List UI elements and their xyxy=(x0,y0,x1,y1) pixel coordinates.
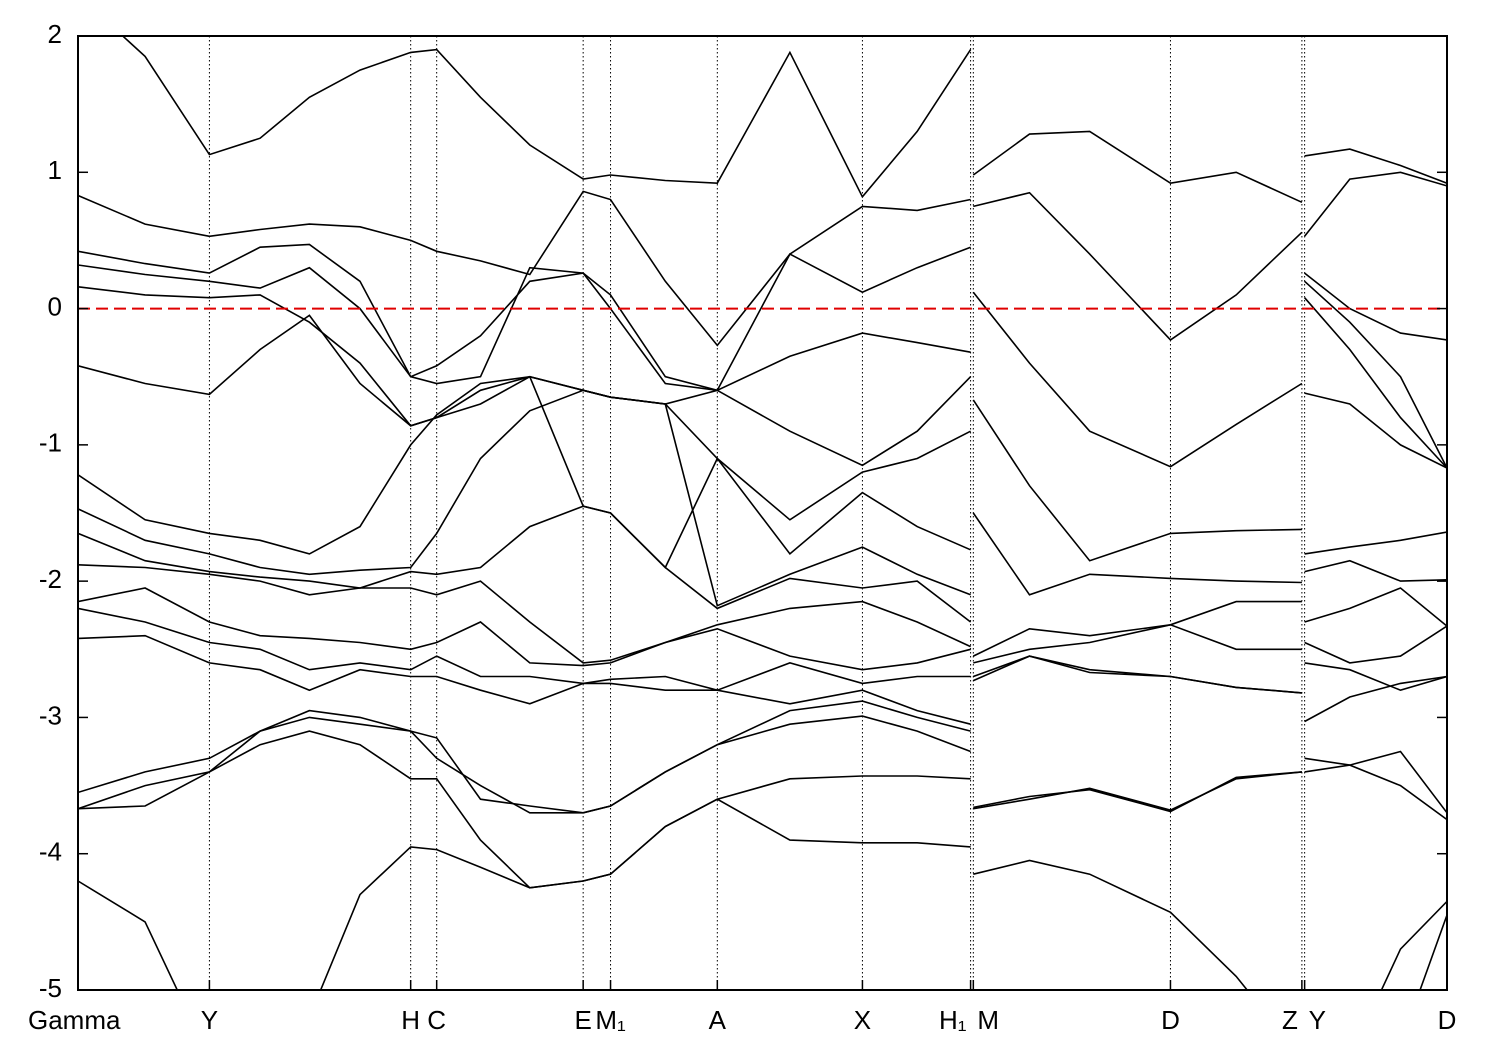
band-line xyxy=(78,264,1447,562)
y-tick-label: 1 xyxy=(48,155,62,185)
x-tick-label: H₁ xyxy=(939,1005,967,1035)
x-tick-label: M₁ xyxy=(595,1005,626,1035)
band-line xyxy=(78,607,1447,990)
band-line xyxy=(78,715,1447,990)
band-line xyxy=(78,634,1447,814)
x-tick-label: M xyxy=(977,1005,999,1035)
band-line xyxy=(78,314,1447,657)
x-tick-label: Gamma xyxy=(28,1005,121,1035)
band-line xyxy=(78,700,1447,821)
x-tick-label: D xyxy=(1161,1005,1180,1035)
band-line xyxy=(78,775,971,990)
band-line xyxy=(78,171,1447,347)
x-tick-label: Y xyxy=(1309,1005,1326,1035)
band-line xyxy=(78,286,1447,596)
plot-frame xyxy=(77,35,1448,991)
band-line xyxy=(78,564,1447,811)
x-tick-label: E xyxy=(574,1005,591,1035)
x-tick-label: Z xyxy=(1282,1005,1298,1035)
band-line xyxy=(78,389,1447,694)
bands xyxy=(78,36,1447,990)
x-tick-label: C xyxy=(427,1005,446,1035)
y-tick-label: 2 xyxy=(48,19,62,49)
band-line xyxy=(78,243,1447,468)
band-line xyxy=(78,505,1447,694)
band-line xyxy=(78,587,1447,813)
y-tick-label: -4 xyxy=(39,837,62,867)
x-tick-label: A xyxy=(709,1005,727,1035)
band-line xyxy=(121,36,1447,204)
band-line xyxy=(78,375,1447,664)
x-tick-label: X xyxy=(854,1005,871,1035)
y-tick-label: -3 xyxy=(39,700,62,730)
x-tick-label: H xyxy=(401,1005,420,1035)
y-tick-label: -2 xyxy=(39,564,62,594)
y-tick-label: 0 xyxy=(48,291,62,321)
band-line xyxy=(78,730,1447,990)
x-tick-label: Y xyxy=(201,1005,218,1035)
y-tick-label: -1 xyxy=(39,428,62,458)
y-tick-label: -5 xyxy=(39,973,62,1003)
x-tick-label: D xyxy=(1438,1005,1457,1035)
